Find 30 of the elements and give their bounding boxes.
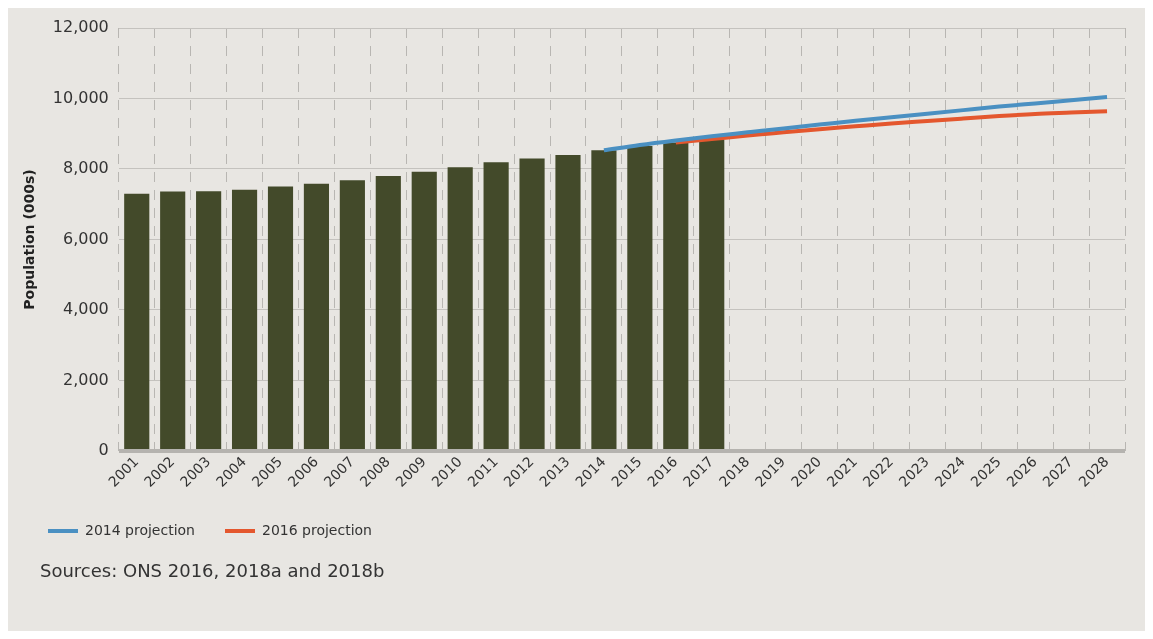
y-tick-label: 6,000 [62,228,109,248]
source-note: Sources: ONS 2016, 2018a and 2018b [39,559,386,581]
bar [375,176,401,449]
bar [124,193,150,449]
bar [699,140,725,449]
y-axis-title: Population (000s) [21,169,38,310]
bar [627,146,653,449]
bar [411,171,437,449]
legend-label: 2014 projection [85,521,195,538]
bar [663,142,689,449]
bar [160,191,186,449]
bar [267,186,294,449]
legend-label: 2016 projection [262,521,372,538]
bar [483,162,509,449]
bar [555,154,581,449]
y-tick-label: 12,000 [52,17,109,37]
bar [303,183,330,449]
bar [591,150,617,449]
bar [339,180,365,449]
y-tick-label: 8,000 [62,158,109,178]
y-tick-label: 4,000 [62,299,109,319]
line-series [601,95,1110,153]
bar [196,191,222,449]
line-series [673,109,1110,145]
bar [447,167,473,449]
y-tick-label: 10,000 [52,87,109,107]
y-tick-label: 2,000 [62,369,109,389]
bar [231,189,258,449]
bar [519,158,545,449]
y-tick-label: 0 [98,440,109,460]
